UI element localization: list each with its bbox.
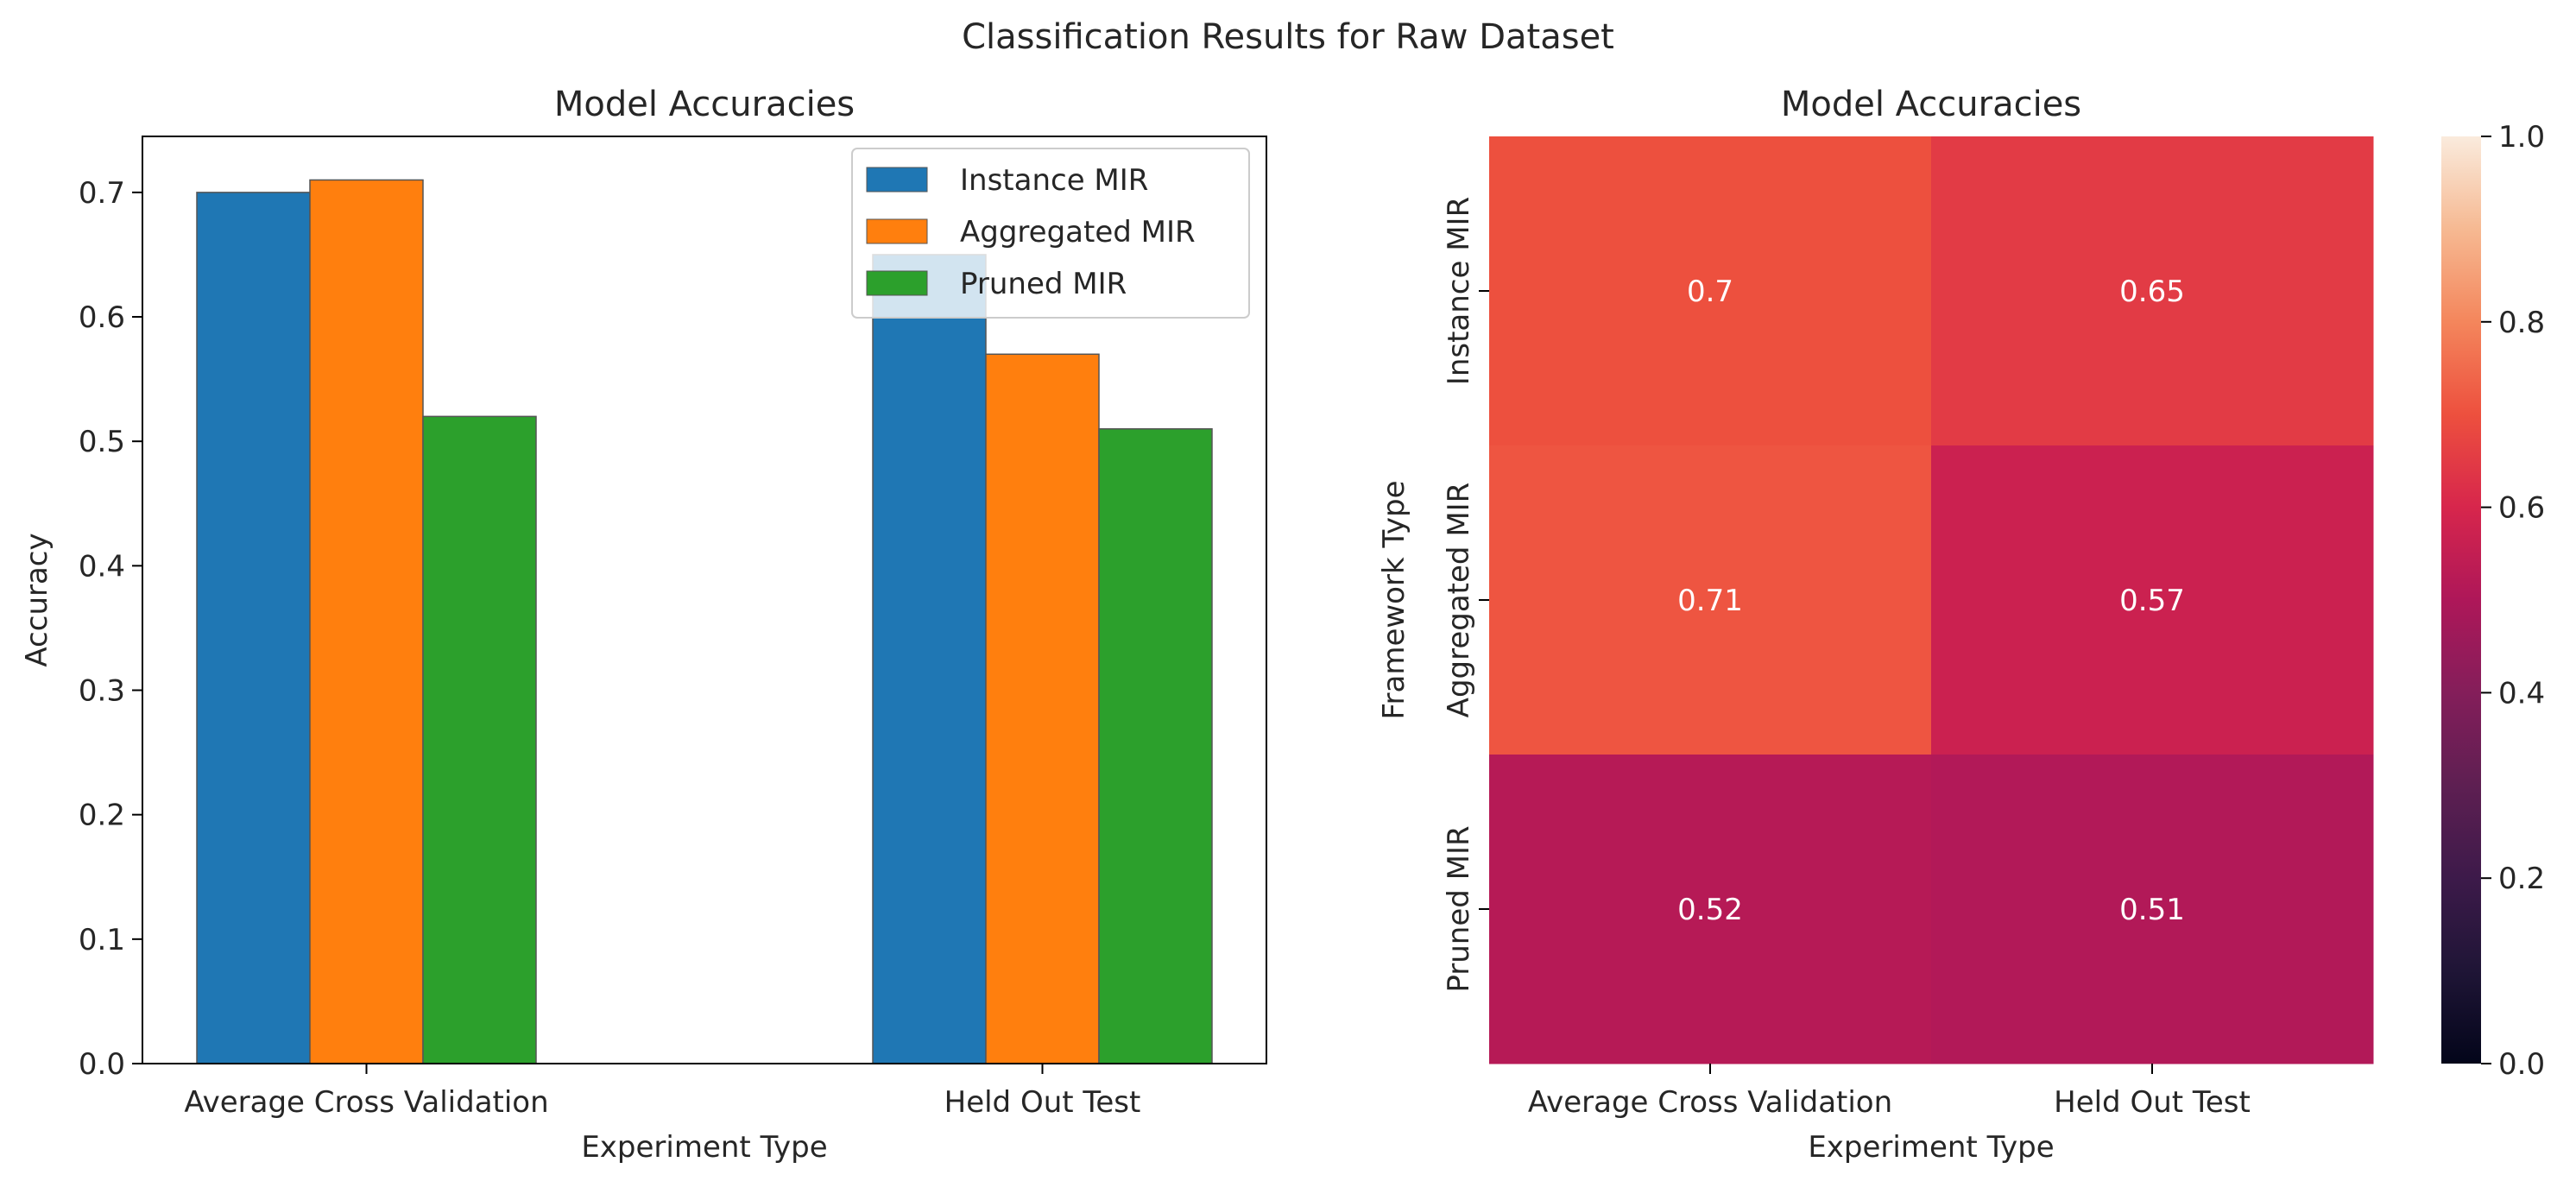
heatmap-y-tick-label: Pruned MIR bbox=[1442, 825, 1476, 992]
bar-aggregated-mir bbox=[985, 353, 1100, 1064]
heatmap-x-axis-label: Experiment Type bbox=[1808, 1130, 2054, 1165]
heatmap-cell-value: 0.7 bbox=[1687, 275, 1733, 309]
bar-y-tick-label: 0.2 bbox=[79, 799, 125, 833]
colorbar-tick-label: 0.4 bbox=[2498, 676, 2545, 710]
bar-x-tick-label: Held Out Test bbox=[944, 1085, 1141, 1120]
legend-frame bbox=[851, 148, 1250, 319]
bar-y-tick-label: 0.7 bbox=[79, 176, 125, 211]
heatmap-y-axis: Instance MIR Aggregated MIR Pruned MIR bbox=[1442, 197, 1489, 993]
legend-label-aggregated: Aggregated MIR bbox=[960, 215, 1196, 249]
bar-y-tick-label: 0.3 bbox=[79, 674, 125, 709]
bar-chart-title: Model Accuracies bbox=[554, 85, 855, 124]
heatmap-cell-value: 0.52 bbox=[1677, 893, 1743, 927]
bar-y-axis: 0.0 0.1 0.2 0.3 0.4 0.5 0.6 0.7 bbox=[79, 176, 142, 1082]
colorbar-gradient bbox=[2441, 136, 2481, 1064]
figure-title: Classification Results for Raw Dataset bbox=[962, 17, 1614, 57]
heatmap-x-tick-label: Held Out Test bbox=[2054, 1085, 2251, 1120]
heatmap-cell bbox=[1931, 755, 2374, 1064]
heatmap-x-axis: Average Cross Validation Held Out Test bbox=[1528, 1064, 2251, 1120]
bar-chart: Model Accuracies 0.00.10.20.30.40.50.60.… bbox=[20, 85, 1267, 1165]
heatmap-title: Model Accuracies bbox=[1781, 85, 2081, 124]
colorbar-tick-label: 1.0 bbox=[2498, 120, 2545, 155]
heatmap-cells: 0.7 0.65 0.71 0.57 0.52 0.51 bbox=[1489, 136, 2374, 1064]
bar-y-tick-label: 0.6 bbox=[79, 300, 125, 335]
legend-swatch-instance bbox=[866, 167, 928, 193]
heatmap-cell-value: 0.51 bbox=[2119, 893, 2185, 927]
bar-instance-mir bbox=[872, 254, 987, 1064]
legend-swatch-pruned bbox=[866, 270, 928, 296]
heatmap-cell-value: 0.71 bbox=[1677, 584, 1743, 618]
heatmap-y-axis-label: Framework Type bbox=[1377, 480, 1411, 719]
legend-swatch-aggregated bbox=[866, 218, 928, 244]
colorbar-tick-label: 0.6 bbox=[2498, 491, 2545, 526]
bar-aggregated-mir bbox=[309, 179, 424, 1064]
heatmap-x-tick-label: Average Cross Validation bbox=[1528, 1085, 1892, 1120]
heatmap-cell bbox=[1489, 136, 1932, 446]
heatmap-cell bbox=[1931, 445, 2374, 755]
legend-label-pruned: Pruned MIR bbox=[960, 267, 1127, 301]
bar-series bbox=[196, 179, 1213, 1064]
heatmap-cell bbox=[1489, 445, 1932, 755]
heatmap-cell bbox=[1931, 136, 2374, 446]
bar-y-tick-label: 0.1 bbox=[79, 923, 125, 957]
bar-x-tick-label: Average Cross Validation bbox=[184, 1085, 548, 1120]
bar-y-tick-label: 0.4 bbox=[79, 549, 125, 584]
heatmap-y-tick-label: Aggregated MIR bbox=[1442, 483, 1476, 718]
colorbar-ticks: 0.0 0.2 0.4 0.6 0.8 1.0 bbox=[2481, 120, 2545, 1082]
colorbar-tick-label: 0.0 bbox=[2498, 1047, 2545, 1082]
bar-y-tick-label: 0.5 bbox=[79, 425, 125, 459]
legend-label-instance: Instance MIR bbox=[960, 163, 1148, 198]
bar-y-tick-label: 0.0 bbox=[79, 1047, 125, 1082]
bar-pruned-mir bbox=[422, 415, 537, 1064]
colorbar: 0.0 0.2 0.4 0.6 0.8 1.0 bbox=[2441, 120, 2545, 1082]
bar-plot-frame bbox=[142, 136, 1267, 1064]
heatmap-y-tick-label: Instance MIR bbox=[1442, 197, 1476, 385]
bar-y-axis-label: Accuracy bbox=[20, 533, 54, 666]
bar-pruned-mir bbox=[1098, 428, 1213, 1064]
colorbar-tick-label: 0.2 bbox=[2498, 862, 2545, 896]
heatmap-cell-value: 0.57 bbox=[2119, 584, 2185, 618]
bar-x-axis-label: Experiment Type bbox=[581, 1130, 827, 1165]
bar-instance-mir bbox=[196, 192, 311, 1064]
bar-legend: Instance MIR Aggregated MIR Pruned MIR bbox=[851, 148, 1250, 319]
heatmap-cell bbox=[1489, 755, 1932, 1064]
colorbar-tick-label: 0.8 bbox=[2498, 306, 2545, 340]
bar-x-axis: Average Cross Validation Held Out Test bbox=[184, 1064, 1140, 1120]
heatmap-chart: Model Accuracies 0.7 0.65 0.71 0.57 0.52 0.51… bbox=[1377, 85, 2545, 1165]
heatmap-cell-value: 0.65 bbox=[2119, 275, 2185, 309]
